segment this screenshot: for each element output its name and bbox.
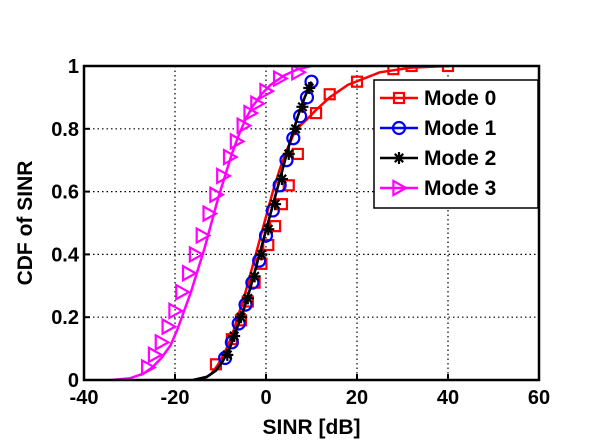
series-marker	[255, 248, 268, 261]
x-tick-label: -40	[70, 387, 99, 409]
series-marker	[181, 264, 198, 283]
legend-label: Mode 3	[424, 177, 496, 200]
legend: Mode 0 Mode 1 Mode 2 Mode 3	[373, 79, 539, 209]
series-marker	[236, 116, 253, 135]
series-marker	[269, 198, 282, 211]
series-marker	[248, 270, 261, 283]
legend-marker	[393, 152, 405, 164]
series-marker	[202, 204, 219, 223]
legend-marker	[391, 120, 407, 136]
series-marker	[289, 122, 302, 135]
series-marker	[141, 358, 157, 377]
series-marker	[216, 167, 233, 185]
series-marker	[282, 147, 295, 160]
series-marker	[147, 346, 164, 364]
series-marker	[275, 173, 288, 186]
series-mode-1	[192, 74, 319, 380]
series-marker	[296, 100, 309, 113]
y-axis-label: CDF of SINR	[14, 161, 37, 286]
tick-labels: -40 -20 0 20 40 60 0 0.2 0.4 0.6 0.8 1	[51, 56, 550, 409]
series-marker	[175, 283, 192, 301]
plot-frame	[82, 64, 541, 382]
series-marker	[441, 66, 455, 73]
series-marker	[209, 185, 226, 204]
series-marker	[229, 132, 246, 151]
series-marker	[222, 148, 239, 166]
series-marker	[195, 226, 212, 245]
y-tick-label: 0	[68, 370, 79, 392]
x-axis-label: SINR [dB]	[263, 416, 361, 439]
x-tick-label: -20	[161, 387, 190, 409]
legend-label: Mode 1	[424, 117, 497, 140]
series-marker	[350, 75, 364, 88]
legend-entry: Mode 3	[380, 177, 496, 200]
y-tick-label: 0.6	[51, 182, 79, 204]
series-marker	[234, 311, 247, 324]
legend-box	[373, 79, 539, 209]
series-line	[111, 66, 312, 380]
legend-entry: Mode 0	[380, 87, 496, 110]
y-tick-label: 0.8	[51, 119, 79, 141]
series-marker	[250, 94, 267, 113]
series-marker	[303, 81, 316, 94]
x-tick-label: 0	[260, 387, 271, 409]
series-marker	[387, 66, 400, 76]
legend-marker	[392, 179, 409, 197]
series-marker	[272, 69, 289, 88]
legend-entry: Mode 1	[380, 117, 497, 140]
series-marker	[228, 330, 241, 343]
x-tick-label: 60	[528, 387, 550, 409]
legend-label: Mode 0	[424, 87, 496, 110]
series-marker	[309, 106, 323, 120]
legend-entry: Mode 2	[380, 147, 496, 170]
series-marker	[262, 223, 275, 236]
series-layer	[111, 66, 455, 380]
series-mode-3	[111, 66, 312, 380]
series-marker	[221, 348, 234, 361]
series-marker	[161, 317, 178, 336]
y-tick-label: 0.2	[51, 307, 79, 329]
legend-label: Mode 2	[424, 147, 496, 170]
x-tick-label: 40	[437, 387, 459, 409]
series-marker	[259, 82, 276, 100]
series-marker	[405, 66, 418, 73]
series-marker	[291, 66, 308, 82]
series-marker	[154, 333, 171, 352]
series-marker	[282, 179, 295, 192]
series-marker	[188, 245, 205, 264]
y-tick-label: 0.4	[51, 244, 80, 266]
y-tick-label: 1	[68, 56, 79, 78]
series-mode-2	[192, 81, 316, 380]
legend-marker	[392, 91, 406, 105]
series-marker	[168, 302, 185, 320]
x-tick-label: 20	[346, 387, 368, 409]
series-marker	[241, 292, 254, 305]
series-marker	[323, 88, 336, 101]
